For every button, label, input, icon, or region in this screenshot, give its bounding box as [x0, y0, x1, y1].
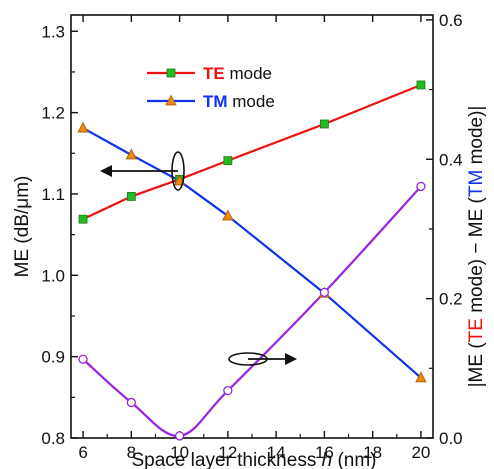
difference-data-point	[78, 354, 88, 364]
y-right-tick-label: 0.2	[439, 290, 463, 309]
y-right-axis-title-part: |ME (	[466, 342, 487, 388]
y-right-axis-title-part: TM	[466, 170, 487, 197]
y-left-tick-label: 0.8	[41, 429, 65, 448]
legend-mode-suffix: mode	[228, 92, 275, 111]
x-tick-label: 8	[127, 443, 136, 462]
tm-data-point	[222, 209, 234, 221]
legend-mode-name: TM	[203, 92, 228, 111]
legend-square-marker	[166, 68, 176, 78]
legend-mode-suffix: mode	[225, 64, 272, 83]
legend-label: TM mode	[203, 92, 275, 111]
y-left-tick-label: 0.9	[41, 348, 65, 367]
te-series-line	[82, 83, 422, 221]
tm-data-point	[125, 148, 137, 160]
legend-label: TE mode	[203, 64, 272, 83]
tm-series-line	[82, 127, 422, 379]
y-left-axis-title: ME (dB/μm)	[12, 176, 33, 278]
difference-data-point	[416, 181, 426, 192]
y-right-tick-label: 0.4	[439, 150, 463, 169]
x-axis-title: Space layer thickness h (nm)	[132, 450, 377, 469]
y-right-axis-title-part: TE	[466, 318, 487, 342]
x-tick-label: 20	[411, 443, 430, 462]
y-right-tick-label: 0.6	[439, 11, 463, 30]
right-arrow-icon	[285, 353, 297, 365]
x-axis-title-unit: (nm)	[332, 450, 376, 469]
te-data-point	[319, 119, 329, 129]
y-left-tick-label: 1.2	[41, 104, 65, 123]
x-tick-label: 14	[267, 443, 286, 462]
legend-triangle-marker	[165, 94, 177, 106]
difference-data-point	[223, 385, 233, 396]
x-tick-label: 10	[170, 443, 189, 462]
difference-data-point	[319, 287, 330, 298]
te-data-point	[78, 214, 88, 224]
x-axis-title-text: Space layer thickness	[132, 450, 322, 469]
te-data-point	[223, 156, 233, 166]
x-tick-label: 16	[315, 443, 334, 462]
y-left-tick-label: 1.1	[41, 185, 65, 204]
y-right-axis-title-part: mode)|	[466, 106, 487, 170]
tm-data-point	[415, 371, 427, 383]
y-left-tick-label: 1.0	[41, 266, 65, 285]
te-data-point	[126, 192, 136, 201]
difference-data-point	[174, 431, 185, 441]
difference-data-point	[126, 397, 136, 408]
x-tick-label: 18	[363, 443, 382, 462]
y-right-axis-title: |ME (TE mode) − ME (TM mode)|	[466, 106, 487, 388]
y-right-axis-title-part: mode) − ME (	[466, 196, 487, 318]
x-axis-title-var: h	[322, 450, 333, 469]
x-tick-label: 12	[218, 443, 237, 462]
y-left-tick-label: 1.3	[41, 22, 65, 41]
left-arrow-icon	[100, 165, 112, 177]
tm-data-point	[77, 121, 89, 133]
y-right-tick-label: 0.0	[439, 429, 463, 448]
x-tick-label: 6	[78, 443, 87, 462]
legend-mode-name: TE	[203, 64, 225, 83]
te-data-point	[416, 80, 426, 90]
